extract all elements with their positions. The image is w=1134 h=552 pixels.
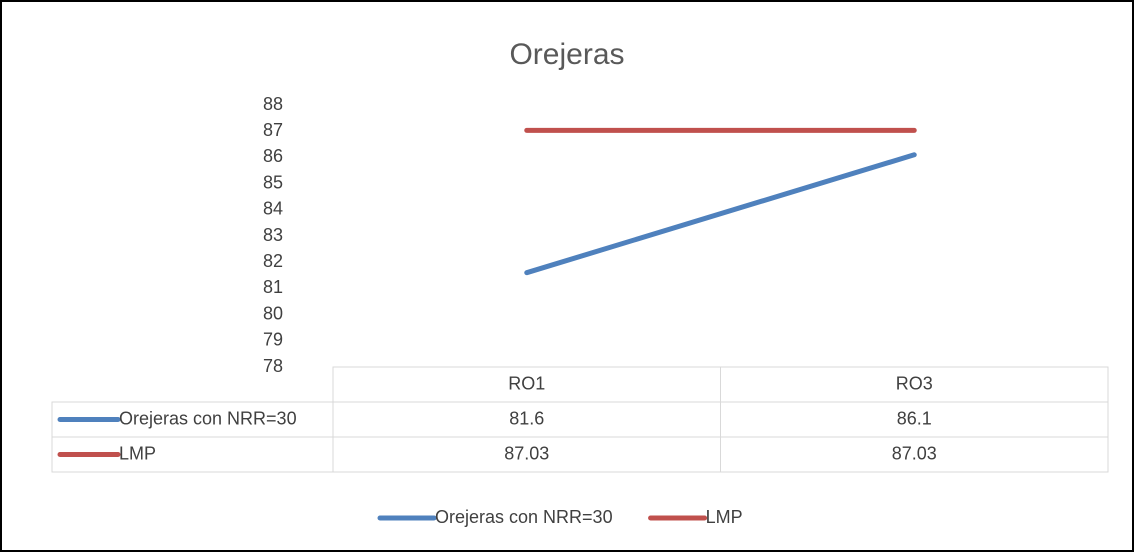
y-tick-label: 79 [263,330,283,350]
x-tick-label: RO3 [896,373,933,393]
y-tick-label: 80 [263,303,283,323]
legend-label: LMP [706,507,743,527]
y-tick-label: 83 [263,225,283,245]
table-value: 81.6 [509,408,544,428]
table-series-label: LMP [119,443,156,463]
y-tick-label: 85 [263,172,283,192]
y-tick-label: 86 [263,146,283,166]
y-tick-label: 87 [263,120,283,140]
table-value: 86.1 [897,408,932,428]
table-value: 87.03 [892,443,937,463]
table-value: 87.03 [504,443,549,463]
x-tick-label: RO1 [508,373,545,393]
table-series-label: Orejeras con NRR=30 [119,408,297,428]
series-line [524,152,917,276]
y-tick-label: 81 [263,277,283,297]
table-cell [51,436,1109,473]
chart-title: Orejeras [509,38,624,71]
y-tick-label: 82 [263,251,283,271]
y-tick-label: 84 [263,199,283,219]
y-tick-label: 88 [263,94,283,114]
y-tick-label: 78 [263,356,283,376]
legend-label: Orejeras con NRR=30 [435,507,613,527]
